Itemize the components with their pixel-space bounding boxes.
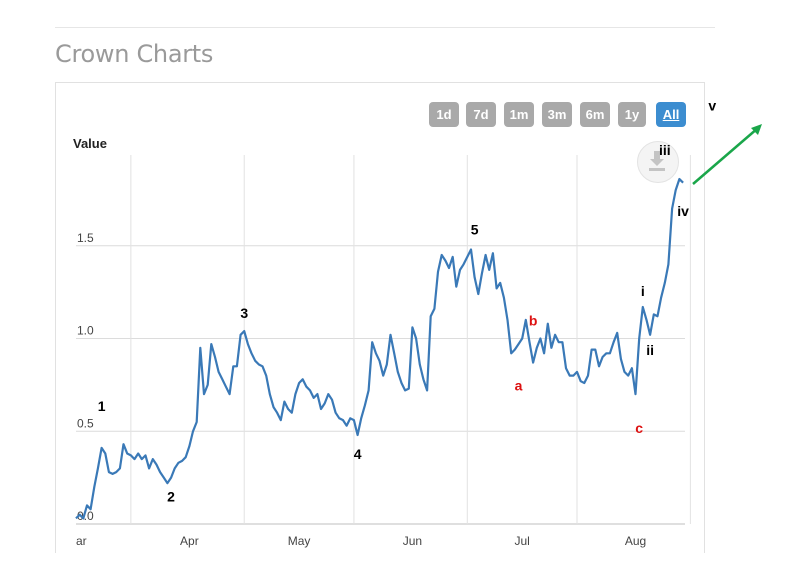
x-tick-label: Jul: [514, 534, 529, 548]
wave-label: v: [708, 97, 716, 113]
range-button-label: 1y: [624, 107, 640, 122]
range-button-label: 3m: [547, 107, 567, 122]
wave-label: 4: [354, 446, 362, 462]
range-button-all[interactable]: All: [656, 102, 686, 127]
trend-arrow-head: [751, 124, 762, 135]
range-button-label: 1d: [436, 107, 452, 122]
wave-label: 5: [471, 222, 479, 238]
y-axis-title: Value: [73, 136, 107, 151]
y-tick-label: 0.5: [77, 416, 94, 430]
section-title: Crown Charts: [55, 40, 214, 68]
x-tick-label: Aug: [625, 534, 646, 548]
range-button-1d[interactable]: 1d: [429, 102, 459, 127]
wave-label: iv: [677, 203, 689, 219]
wave-label: c: [635, 420, 643, 436]
trend-arrow-line: [692, 127, 759, 185]
download-button[interactable]: [637, 141, 679, 183]
wave-label: 3: [240, 305, 248, 321]
x-tick-label: Apr: [180, 534, 199, 548]
x-tick-label: Jun: [403, 534, 422, 548]
range-button-label: All: [662, 107, 680, 122]
x-tick-label: May: [288, 534, 311, 548]
chart-card: [55, 82, 705, 553]
wave-label: 1: [98, 398, 106, 414]
range-button-3m[interactable]: 3m: [542, 102, 572, 127]
download-icon: [649, 151, 665, 171]
x-tick-label: ar: [76, 534, 87, 548]
wave-label: i: [641, 283, 645, 299]
range-button-1m[interactable]: 1m: [504, 102, 534, 127]
wave-label: a: [515, 377, 523, 393]
y-tick-label: 1.0: [77, 324, 94, 338]
range-button-7d[interactable]: 7d: [466, 102, 496, 127]
y-tick-label: 0.0: [77, 509, 94, 523]
wave-label: b: [529, 313, 538, 329]
wave-label: ii: [646, 342, 654, 358]
range-button-label: 6m: [585, 107, 605, 122]
wave-label: 2: [167, 489, 175, 505]
range-button-1y[interactable]: 1y: [618, 102, 646, 127]
wave-label: iii: [659, 142, 671, 158]
range-button-6m[interactable]: 6m: [580, 102, 610, 127]
range-button-label: 1m: [509, 107, 529, 122]
range-button-label: 7d: [473, 107, 489, 122]
y-tick-label: 1.5: [77, 231, 94, 245]
top-divider: [55, 27, 715, 28]
series-line: [75, 177, 684, 520]
